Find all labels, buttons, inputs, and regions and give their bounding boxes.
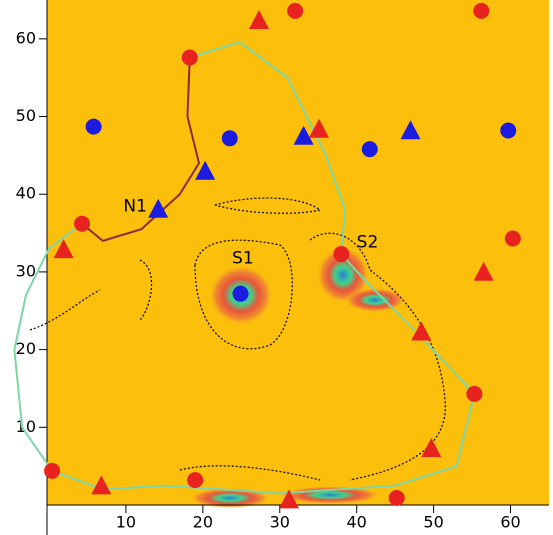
x-tick-label: 50 [423,513,443,532]
circle-marker [504,230,521,247]
contour-line [139,259,153,321]
circle-marker [44,462,61,479]
x-tick-label: 60 [500,513,520,532]
x-tick-label: 30 [270,513,290,532]
annotation: N1 [123,197,147,217]
circle-marker [74,215,91,232]
circle-marker [181,49,198,66]
x-tick-label: 10 [116,513,136,532]
contour-blob [280,486,380,504]
triangle-marker [293,125,314,145]
triangle-marker [148,198,169,218]
triangle-marker [53,239,74,259]
triangle-marker [195,160,216,180]
contour-blob [190,488,270,508]
circle-marker [473,2,490,19]
circle-marker [232,285,249,302]
contour-line [309,232,446,481]
circle-marker [221,130,238,147]
triangle-marker [400,120,421,140]
y-tick-label: 40 [16,184,36,203]
circle-marker [361,141,378,158]
x-tick-label: 40 [347,513,367,532]
contour-blob [317,247,369,303]
y-tick-label: 20 [16,339,36,358]
circle-marker [287,2,304,19]
y-tick-label: 60 [16,28,36,47]
circle-marker [187,472,204,489]
annotation: S2 [357,232,379,252]
contour-line [194,239,293,350]
triangle-marker [473,261,494,281]
plot-background [47,0,549,505]
triangle-marker [249,9,269,29]
circle-marker [500,122,517,139]
circle-marker [388,490,405,507]
y-tick-label: 50 [16,106,36,125]
triangle-marker [279,489,299,509]
triangle-marker [91,475,112,495]
triangle-marker [421,438,442,458]
curve [81,57,201,242]
triangle-marker [411,321,432,341]
circle-marker [85,118,102,135]
curve [13,40,476,495]
annotation: S1 [232,249,254,269]
circle-marker [333,246,350,263]
y-tick-label: 30 [16,261,36,280]
contour-line [29,289,101,331]
triangle-marker [309,118,329,138]
circle-marker [466,385,483,402]
x-tick-label: 20 [193,513,213,532]
